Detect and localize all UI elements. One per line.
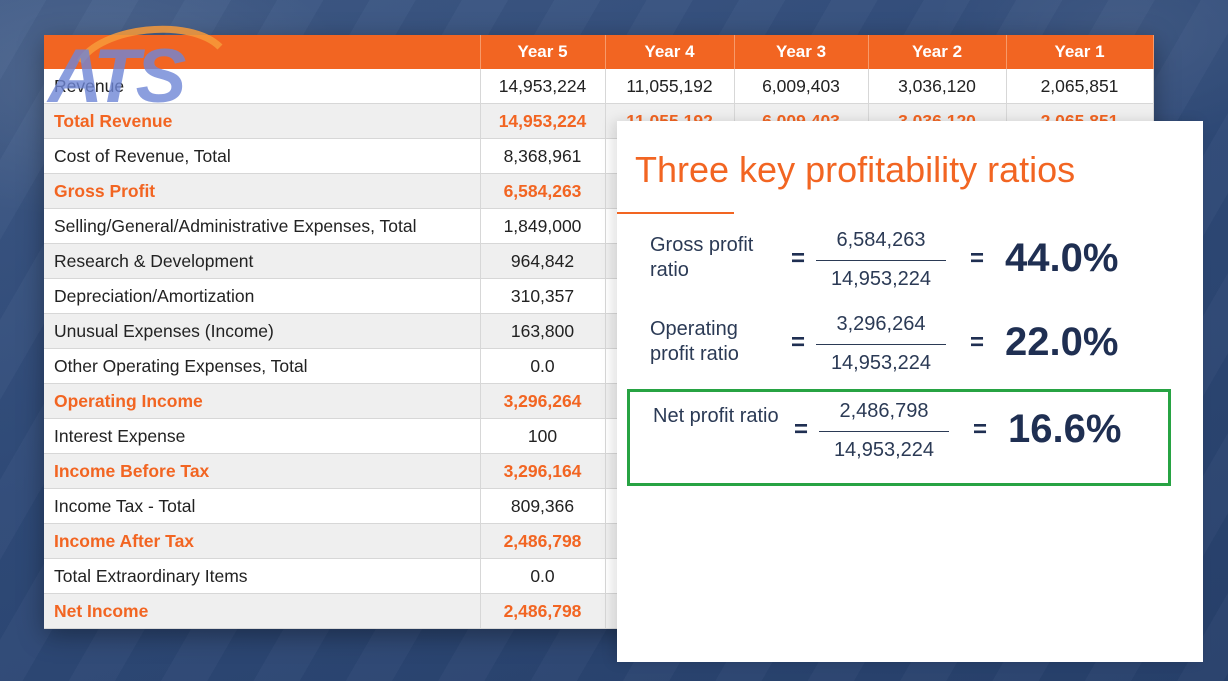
ratio-label: Operating profit ratio — [650, 318, 739, 365]
row-label: Depreciation/Amortization — [44, 278, 481, 314]
ratio-label: Gross profit ratio — [650, 234, 754, 281]
title-underline — [617, 212, 734, 214]
ratio-gross-profit: Gross profit ratio = 6,584,263 14,953,22… — [627, 219, 1171, 309]
panel-title: Three key profitability ratios — [635, 149, 1076, 190]
row-label: Income After Tax — [44, 523, 481, 559]
ratio-net-profit: Net profit ratio = 2,486,798 14,953,224 … — [627, 389, 1171, 486]
header-year-4: Year 4 — [605, 35, 735, 69]
fraction-bar — [816, 344, 946, 345]
row-value: 11,055,192 — [605, 69, 735, 104]
denominator: 14,953,224 — [830, 268, 932, 290]
table-row: Revenue 14,953,224 11,055,192 6,009,403 3,03… — [44, 69, 1154, 104]
ratio-fraction: 6,584,263 14,953,224 — [816, 229, 946, 291]
row-value: 1,849,000 — [480, 208, 606, 244]
row-label: Unusual Expenses (Income) — [44, 313, 481, 349]
ratio-result: 16.6% — [1008, 407, 1122, 451]
row-value: 3,296,264 — [480, 383, 606, 419]
equals-sign: = — [794, 416, 809, 443]
table-header-row: Year 5 Year 4 Year 3 Year 2 Year 1 — [44, 35, 1154, 69]
row-value: 14,953,224 — [480, 69, 606, 104]
row-value: 809,366 — [480, 488, 606, 524]
ratio-result: 22.0% — [1005, 320, 1119, 364]
row-value: 3,296,164 — [480, 453, 606, 489]
equals-sign: = — [970, 245, 985, 272]
header-label — [44, 35, 481, 69]
row-value: 310,357 — [480, 278, 606, 314]
row-value: 0.0 — [480, 558, 606, 594]
row-label: Total Revenue — [44, 103, 481, 139]
denominator: 14,953,224 — [830, 352, 932, 374]
fraction-bar — [816, 260, 946, 261]
row-label: Income Tax - Total — [44, 488, 481, 524]
row-value: 6,009,403 — [734, 69, 869, 104]
row-label: Other Operating Expenses, Total — [44, 348, 481, 384]
row-label: Income Before Tax — [44, 453, 481, 489]
row-label: Selling/General/Administrative Expenses,… — [44, 208, 481, 244]
header-year-3: Year 3 — [734, 35, 869, 69]
row-label: Net Income — [44, 593, 481, 629]
row-label: Cost of Revenue, Total — [44, 138, 481, 174]
equals-sign: = — [973, 416, 988, 443]
ratio-result: 44.0% — [1005, 236, 1119, 280]
row-value: 2,486,798 — [480, 523, 606, 559]
numerator: 3,296,264 — [836, 313, 926, 335]
denominator: 14,953,224 — [833, 439, 935, 461]
ratio-fraction: 2,486,798 14,953,224 — [819, 400, 949, 462]
equals-sign: = — [970, 329, 985, 356]
header-year-2: Year 2 — [868, 35, 1007, 69]
row-label: Gross Profit — [44, 173, 481, 209]
equals-sign: = — [791, 245, 806, 272]
row-value: 3,036,120 — [868, 69, 1007, 104]
svg-text:ATS: ATS — [46, 34, 186, 117]
ratios-panel: Three key profitability ratios Gross pro… — [617, 121, 1203, 662]
row-value: 2,486,798 — [480, 593, 606, 629]
fraction-bar — [819, 431, 949, 432]
header-year-1: Year 1 — [1006, 35, 1154, 69]
row-label: Interest Expense — [44, 418, 481, 454]
row-label: Revenue — [44, 69, 481, 104]
numerator: 6,584,263 — [836, 229, 926, 251]
row-value: 6,584,263 — [480, 173, 606, 209]
ratio-fraction: 3,296,264 14,953,224 — [816, 313, 946, 375]
row-label: Operating Income — [44, 383, 481, 419]
row-value: 100 — [480, 418, 606, 454]
row-value: 8,368,961 — [480, 138, 606, 174]
row-label: Total Extraordinary Items — [44, 558, 481, 594]
row-value: 2,065,851 — [1006, 69, 1154, 104]
row-value: 0.0 — [480, 348, 606, 384]
numerator: 2,486,798 — [839, 400, 929, 422]
header-year-5: Year 5 — [480, 35, 606, 69]
ats-logo: ATS — [46, 25, 223, 117]
ratio-operating-profit: Operating profit ratio = 3,296,264 14,95… — [627, 303, 1171, 393]
row-value: 964,842 — [480, 243, 606, 279]
ratio-label: Net profit ratio — [653, 405, 779, 427]
equals-sign: = — [791, 329, 806, 356]
row-value: 163,800 — [480, 313, 606, 349]
row-label: Research & Development — [44, 243, 481, 279]
row-value: 14,953,224 — [480, 103, 606, 139]
